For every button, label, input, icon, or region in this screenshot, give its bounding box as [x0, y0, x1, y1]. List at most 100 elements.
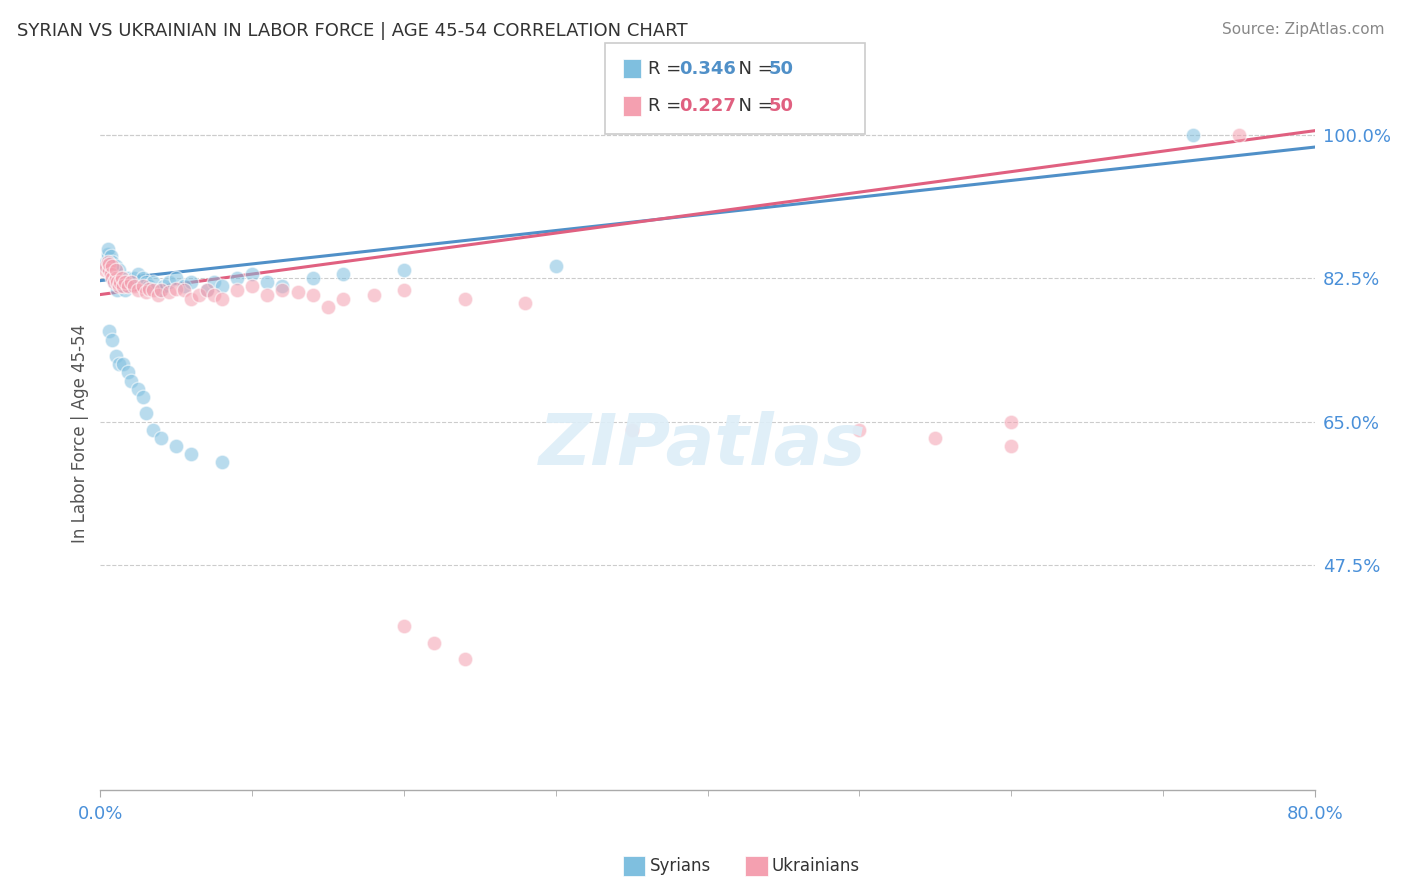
- Point: [117, 271, 139, 285]
- Point: [107, 271, 129, 285]
- Point: [453, 292, 475, 306]
- Point: [188, 287, 211, 301]
- Point: [132, 271, 155, 285]
- Point: [104, 259, 127, 273]
- Point: [100, 249, 122, 263]
- Point: [332, 267, 354, 281]
- Point: [132, 390, 155, 404]
- Point: [100, 267, 122, 281]
- Point: [150, 284, 173, 298]
- Point: [138, 282, 160, 296]
- Point: [94, 263, 117, 277]
- Point: [101, 254, 124, 268]
- Text: Source: ZipAtlas.com: Source: ZipAtlas.com: [1222, 22, 1385, 37]
- Point: [146, 287, 169, 301]
- Point: [620, 423, 643, 437]
- Point: [1227, 128, 1250, 142]
- Point: [150, 284, 173, 298]
- Point: [98, 257, 121, 271]
- Point: [108, 275, 131, 289]
- Point: [104, 263, 127, 277]
- Point: [97, 254, 120, 268]
- Point: [173, 279, 195, 293]
- Point: [195, 284, 218, 298]
- Point: [110, 271, 132, 285]
- Point: [256, 275, 278, 289]
- Point: [1000, 415, 1022, 429]
- Text: R =: R =: [648, 97, 688, 115]
- Point: [271, 284, 294, 298]
- Point: [135, 275, 157, 289]
- Point: [122, 279, 145, 293]
- Point: [392, 619, 415, 633]
- Point: [101, 263, 124, 277]
- Point: [142, 284, 165, 298]
- Point: [114, 275, 136, 289]
- Point: [114, 284, 136, 298]
- Point: [226, 284, 249, 298]
- Point: [150, 431, 173, 445]
- Point: [153, 279, 176, 293]
- Point: [120, 275, 142, 289]
- Point: [157, 275, 180, 289]
- Point: [101, 267, 124, 281]
- Point: [423, 636, 446, 650]
- Point: [101, 259, 124, 273]
- Point: [924, 431, 946, 445]
- Point: [165, 271, 187, 285]
- Point: [101, 333, 124, 347]
- Point: [302, 271, 325, 285]
- Point: [96, 254, 118, 268]
- Point: [127, 267, 149, 281]
- Point: [165, 439, 187, 453]
- Point: [117, 279, 139, 293]
- Point: [94, 259, 117, 273]
- Point: [1000, 439, 1022, 453]
- Point: [97, 251, 120, 265]
- Point: [104, 271, 127, 285]
- Point: [392, 284, 415, 298]
- Point: [515, 295, 537, 310]
- Point: [202, 275, 225, 289]
- Point: [180, 275, 202, 289]
- Point: [240, 267, 263, 281]
- Text: 0.346: 0.346: [679, 60, 735, 78]
- Point: [110, 279, 132, 293]
- Point: [180, 447, 202, 461]
- Point: [132, 279, 155, 293]
- Point: [103, 275, 125, 289]
- Point: [211, 455, 233, 469]
- Point: [98, 325, 121, 339]
- Text: 50: 50: [769, 60, 794, 78]
- Point: [287, 285, 309, 299]
- Point: [97, 243, 120, 257]
- Text: R =: R =: [648, 60, 688, 78]
- Point: [127, 284, 149, 298]
- Point: [202, 287, 225, 301]
- Text: Ukrainians: Ukrainians: [772, 857, 860, 875]
- Text: SYRIAN VS UKRAINIAN IN LABOR FORCE | AGE 45-54 CORRELATION CHART: SYRIAN VS UKRAINIAN IN LABOR FORCE | AGE…: [17, 22, 688, 40]
- Point: [105, 284, 128, 298]
- Point: [104, 267, 127, 281]
- Point: [211, 279, 233, 293]
- Point: [105, 275, 128, 289]
- Point: [392, 263, 415, 277]
- Point: [165, 282, 187, 296]
- Point: [104, 349, 127, 363]
- Point: [107, 357, 129, 371]
- Text: Syrians: Syrians: [650, 857, 711, 875]
- Point: [211, 292, 233, 306]
- Point: [122, 271, 145, 285]
- Point: [157, 285, 180, 299]
- Point: [127, 382, 149, 396]
- Point: [180, 292, 202, 306]
- Point: [107, 279, 129, 293]
- Point: [240, 279, 263, 293]
- Point: [1182, 128, 1205, 142]
- Point: [363, 287, 385, 301]
- Point: [107, 263, 129, 277]
- Point: [117, 365, 139, 379]
- Point: [316, 300, 339, 314]
- Point: [256, 287, 278, 301]
- Point: [96, 259, 118, 273]
